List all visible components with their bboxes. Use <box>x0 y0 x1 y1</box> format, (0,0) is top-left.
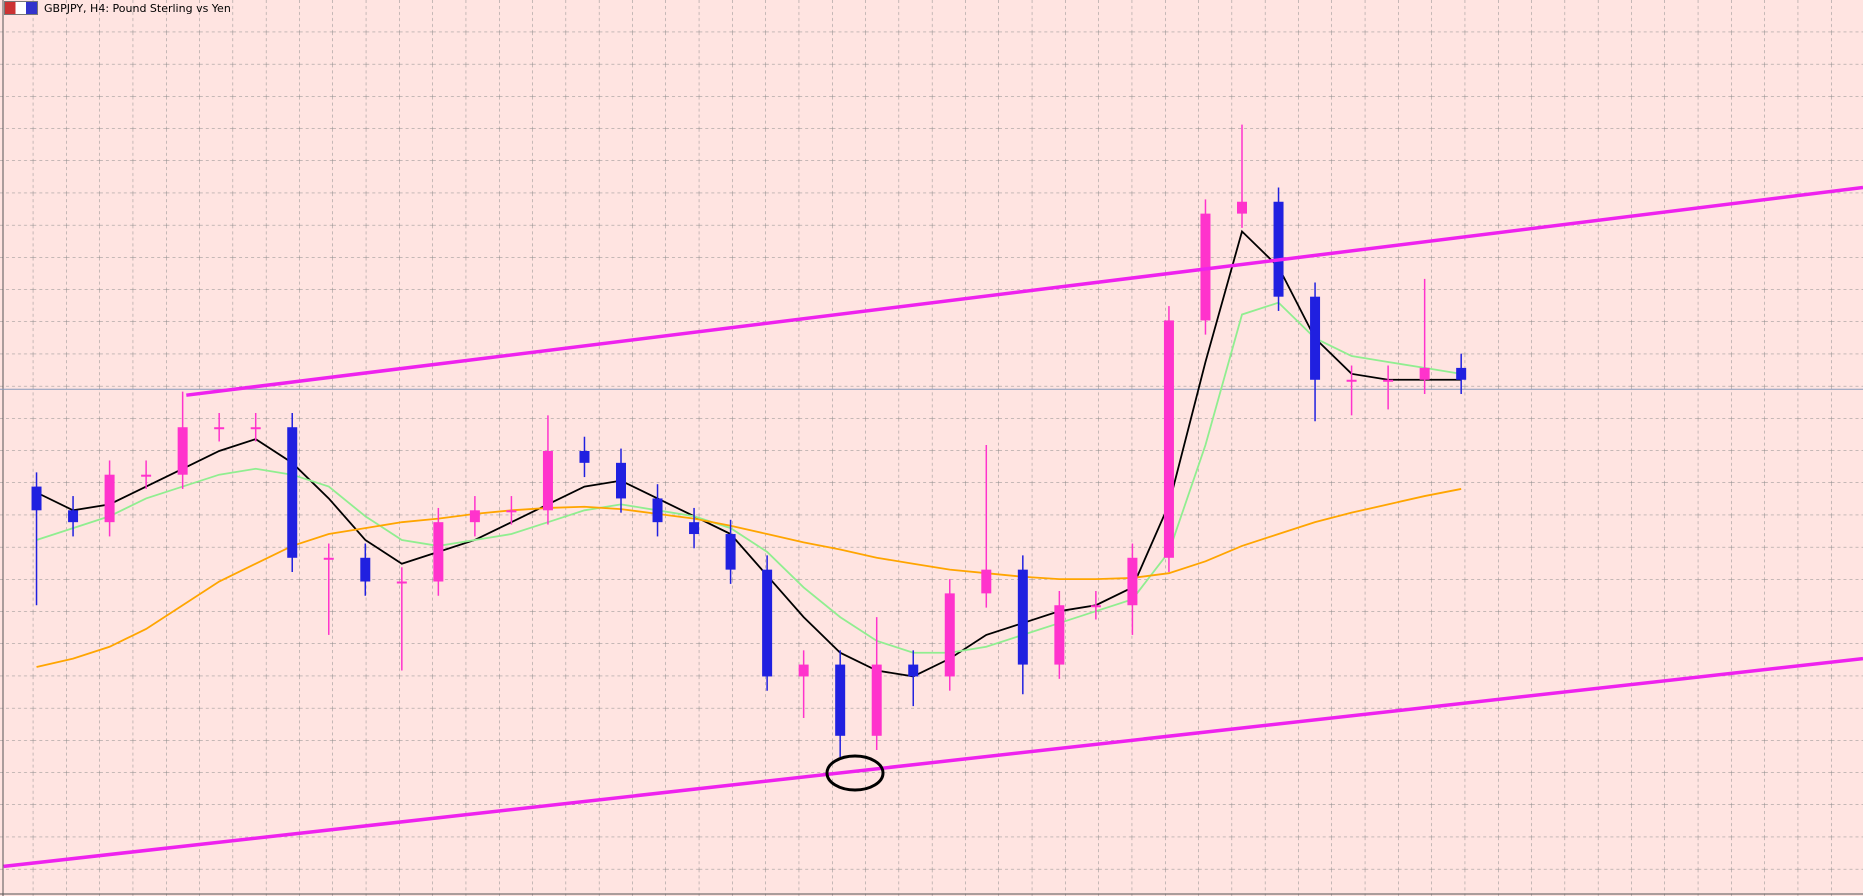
candle-body <box>360 557 371 582</box>
candle-body <box>616 462 626 499</box>
candle-body <box>652 498 663 523</box>
candle-body <box>31 486 42 511</box>
moving-average <box>36 229 1462 678</box>
candle-body <box>725 534 736 570</box>
candle-body <box>1310 296 1321 380</box>
candle-body <box>506 510 517 513</box>
candle-body <box>579 450 590 463</box>
candle-body <box>908 664 919 677</box>
annotation-circle <box>825 754 885 792</box>
chart-icon <box>4 1 38 15</box>
candle-body <box>1383 379 1394 382</box>
candle-body <box>981 569 992 594</box>
candle-body <box>1127 557 1138 606</box>
candle-body <box>214 427 225 430</box>
candle-body <box>542 450 553 511</box>
candle-body <box>762 569 773 677</box>
trendline <box>186 185 1863 397</box>
candle-body <box>798 664 809 677</box>
candle-body <box>1163 320 1174 558</box>
candle-body <box>835 664 846 736</box>
candle-body <box>1237 201 1247 214</box>
candle-body <box>68 510 79 523</box>
candle-body <box>396 581 407 584</box>
title-bar: GBPJPY, H4: Pound Sterling vs Yen <box>4 0 231 16</box>
trendline <box>3 656 1863 869</box>
moving-average <box>36 488 1462 668</box>
candle-body <box>250 427 261 430</box>
candle-body <box>1456 367 1467 380</box>
candle-body <box>104 474 115 523</box>
candle-body <box>323 557 334 560</box>
candle-body <box>141 474 152 477</box>
candle-body <box>871 664 882 736</box>
candle-body <box>469 510 480 523</box>
candle-body <box>1090 605 1101 608</box>
candle-body <box>1419 367 1430 380</box>
candle-body <box>433 522 444 582</box>
candle-body <box>1346 379 1357 382</box>
candle-body <box>1017 569 1028 665</box>
candle-body <box>1054 605 1065 665</box>
candle-body <box>944 593 955 677</box>
candle-body <box>177 427 188 475</box>
candle-body <box>287 427 298 558</box>
chart-title: GBPJPY, H4: Pound Sterling vs Yen <box>44 1 231 15</box>
moving-average <box>36 301 1462 654</box>
candle-body <box>1273 201 1284 297</box>
candle-body <box>689 522 700 535</box>
candle-body <box>1200 213 1211 321</box>
